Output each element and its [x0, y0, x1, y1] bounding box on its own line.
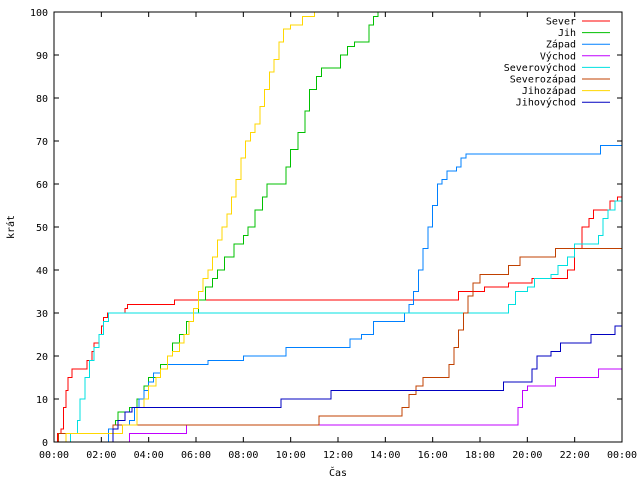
legend-label: Západ [546, 39, 576, 51]
series-line-západ [54, 144, 622, 443]
y-tick-label: 40 [36, 266, 48, 277]
x-tick-label: 06:00 [181, 450, 211, 461]
legend-label: Severozápad [510, 74, 576, 86]
legend: SeverJihZápadVýchodSeverovýchodSeverozáp… [504, 17, 610, 109]
x-tick-label: 00:00 [39, 450, 69, 461]
y-tick-label: 80 [36, 94, 48, 105]
tick-layer: 0 10 20 30 40 50 60 70 80 90 100 00:00 02:00 04:00 06:… [30, 8, 637, 461]
x-tick-label: 08:00 [228, 450, 258, 461]
series-line-jihovýchod [54, 325, 622, 443]
legend-label: Sever [546, 17, 576, 28]
y-tick-label: 100 [30, 8, 48, 19]
series-layer [54, 12, 623, 443]
x-tick-label: 04:00 [134, 450, 164, 461]
x-tick-label: 02:00 [86, 450, 116, 461]
x-tick-label: 20:00 [512, 450, 542, 461]
series-line-jih [54, 12, 379, 443]
y-tick-label: 50 [36, 223, 48, 234]
legend-label: Jihozápad [522, 85, 576, 97]
y-tick-label: 10 [36, 395, 48, 406]
x-tick-label: 12:00 [323, 450, 353, 461]
series-line-sever [54, 192, 623, 443]
y-tick-label: 30 [36, 309, 48, 320]
series-line-jihozápad [54, 12, 315, 443]
y-tick-label: 20 [36, 352, 48, 363]
x-tick-label: 10:00 [276, 450, 306, 461]
y-tick-label: 0 [42, 438, 48, 449]
legend-label: Jihovýchod [516, 97, 576, 109]
x-tick-label: 00:00 [607, 450, 637, 461]
series-line-severozápad [54, 248, 622, 443]
x-tick-label: 18:00 [465, 450, 495, 461]
y-axis-label: krát [5, 215, 17, 239]
series-line-severovýchod [54, 192, 623, 443]
legend-label: Jih [558, 28, 576, 39]
x-axis-label: Čas [329, 466, 347, 479]
x-tick-label: 16:00 [418, 450, 448, 461]
x-tick-label: 14:00 [370, 450, 400, 461]
x-tick-label: 22:00 [560, 450, 590, 461]
legend-label: Východ [540, 50, 576, 62]
legend-label: Severovýchod [504, 62, 576, 74]
y-tick-label: 90 [36, 51, 48, 62]
y-tick-label: 60 [36, 180, 48, 191]
series-line-východ [54, 368, 622, 443]
y-tick-label: 70 [36, 137, 48, 148]
